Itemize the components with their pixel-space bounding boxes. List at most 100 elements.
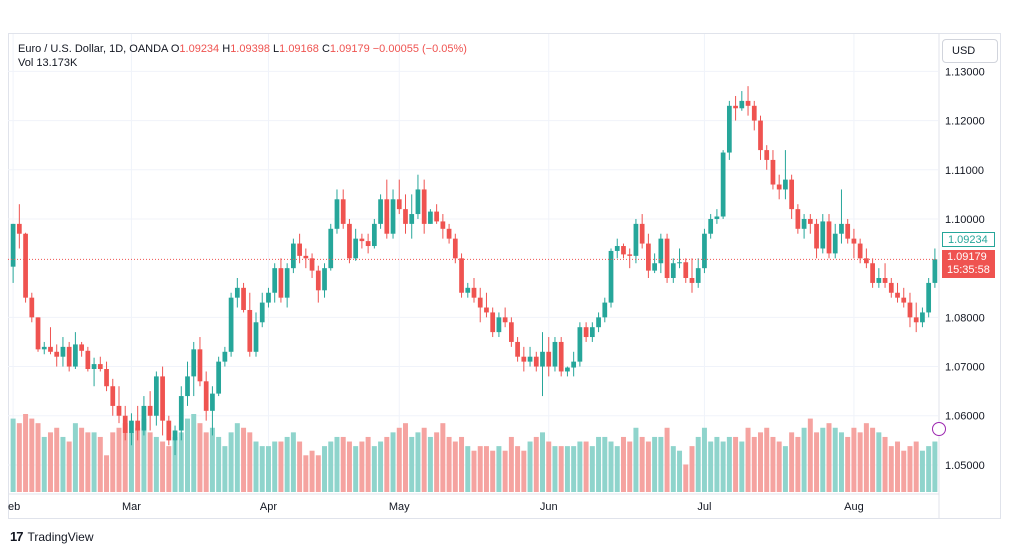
candle-body bbox=[73, 344, 78, 367]
candle-body bbox=[770, 159, 776, 185]
volume-bar bbox=[365, 436, 371, 492]
candle-body bbox=[471, 287, 477, 298]
volume-bar bbox=[110, 432, 116, 492]
candle-body bbox=[895, 292, 900, 298]
candle-body bbox=[359, 238, 365, 242]
candle-body bbox=[216, 361, 222, 394]
volume-bar bbox=[378, 441, 384, 492]
candle-body bbox=[820, 221, 826, 249]
volume-bar bbox=[695, 436, 701, 492]
candle-body bbox=[122, 415, 128, 433]
candle-body bbox=[533, 356, 539, 367]
event-marker-icon[interactable] bbox=[932, 422, 946, 436]
candle-body bbox=[41, 346, 47, 350]
candle-body bbox=[172, 430, 178, 441]
y-tick-label: 1.12000 bbox=[945, 116, 985, 128]
volume-bar bbox=[128, 432, 134, 492]
volume-bar bbox=[234, 423, 240, 492]
volume-bar bbox=[901, 450, 907, 492]
candle-layer bbox=[10, 86, 938, 456]
volume-bar bbox=[857, 432, 863, 492]
volume-bar bbox=[608, 441, 614, 492]
candle-body bbox=[353, 238, 359, 259]
volume-bar bbox=[247, 432, 253, 492]
volume-bar bbox=[409, 436, 415, 492]
x-tick-label: Mar bbox=[122, 501, 141, 513]
candle-body bbox=[745, 100, 751, 106]
candle-body bbox=[160, 376, 165, 421]
candle-body bbox=[751, 105, 757, 121]
candle-body bbox=[857, 243, 863, 259]
candle-body bbox=[664, 238, 670, 278]
volume-bar bbox=[427, 436, 433, 492]
high-value: 1.09398 bbox=[230, 43, 270, 55]
candle-body bbox=[266, 292, 271, 303]
volume-bar bbox=[384, 436, 390, 492]
volume-bar bbox=[216, 436, 222, 492]
volume-bar bbox=[814, 432, 820, 492]
candle-body bbox=[901, 297, 907, 303]
volume-bar bbox=[191, 414, 197, 492]
candle-body bbox=[677, 262, 682, 264]
prev-price-tag: 1.09234 bbox=[942, 232, 995, 247]
volume-bar bbox=[465, 446, 471, 492]
candle-body bbox=[153, 376, 159, 416]
volume-bar bbox=[278, 441, 284, 492]
candle-body bbox=[670, 263, 676, 278]
volume-bar bbox=[932, 441, 938, 492]
candle-body bbox=[309, 258, 315, 271]
candle-body bbox=[278, 268, 284, 298]
candle-body bbox=[79, 344, 84, 351]
x-tick-label: Aug bbox=[844, 501, 864, 513]
volume-bar bbox=[47, 432, 53, 492]
candle-body bbox=[577, 327, 583, 362]
volume-bar bbox=[54, 427, 60, 492]
candle-body bbox=[178, 396, 184, 431]
candle-body bbox=[546, 351, 552, 367]
candle-body bbox=[421, 189, 427, 224]
volume-bar bbox=[614, 446, 620, 492]
candle-body bbox=[328, 228, 334, 269]
candle-body bbox=[291, 243, 296, 269]
candle-body bbox=[378, 199, 383, 224]
volume-bar bbox=[315, 455, 321, 492]
candle-body bbox=[739, 100, 745, 109]
vol-label: Vol bbox=[18, 57, 34, 69]
candle-body bbox=[502, 317, 508, 323]
candle-body bbox=[222, 351, 228, 362]
volume-bar bbox=[390, 432, 396, 492]
y-tick-label: 1.11000 bbox=[945, 165, 984, 177]
candle-body bbox=[203, 381, 209, 411]
volume-bar bbox=[521, 450, 527, 492]
volume-bar bbox=[23, 414, 29, 492]
volume-bar bbox=[421, 427, 427, 492]
volume-bar bbox=[272, 441, 278, 492]
candle-body bbox=[733, 105, 738, 109]
volume-bar bbox=[290, 432, 296, 492]
volume-bar bbox=[770, 436, 776, 492]
brand-name[interactable]: TradingView bbox=[27, 529, 94, 544]
volume-bar bbox=[726, 436, 732, 492]
candle-body bbox=[247, 309, 253, 352]
volume-bar bbox=[502, 450, 508, 492]
volume-bar bbox=[558, 446, 564, 492]
candle-body bbox=[297, 243, 302, 256]
candle-body bbox=[521, 356, 527, 362]
candle-body bbox=[147, 405, 153, 416]
volume-bar bbox=[739, 441, 745, 492]
volume-bar bbox=[116, 427, 122, 492]
candle-body bbox=[228, 297, 234, 352]
currency-button[interactable]: USD bbox=[942, 39, 998, 63]
candle-body bbox=[565, 367, 570, 372]
volume-bar bbox=[926, 446, 932, 492]
volume-bar bbox=[340, 436, 346, 492]
volume-bar bbox=[546, 441, 552, 492]
tradingview-logo-icon[interactable]: 17 bbox=[10, 529, 24, 544]
volume-bar bbox=[440, 423, 446, 492]
candle-body bbox=[284, 268, 290, 298]
candle-body bbox=[801, 218, 807, 229]
x-tick-label: eb bbox=[8, 501, 20, 513]
candle-body bbox=[807, 218, 813, 224]
volume-bar bbox=[297, 441, 303, 492]
